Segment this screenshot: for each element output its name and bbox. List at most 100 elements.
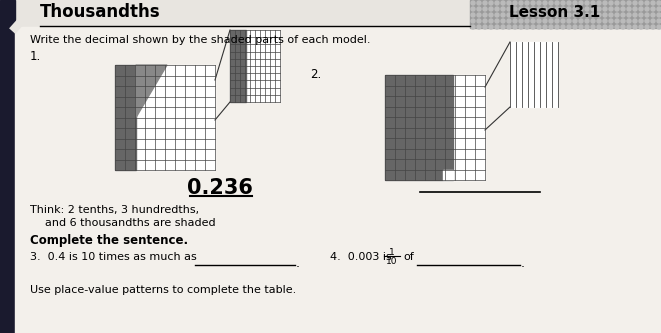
Circle shape bbox=[603, 7, 607, 11]
Circle shape bbox=[489, 7, 493, 11]
Circle shape bbox=[639, 7, 643, 11]
Circle shape bbox=[561, 13, 565, 17]
Bar bbox=[0, 0, 15, 333]
Circle shape bbox=[627, 13, 631, 17]
Circle shape bbox=[561, 1, 565, 5]
Circle shape bbox=[573, 1, 577, 5]
Circle shape bbox=[651, 25, 655, 29]
Bar bbox=[385, 75, 485, 180]
Circle shape bbox=[543, 1, 547, 5]
Text: Thousandths: Thousandths bbox=[40, 3, 161, 21]
Circle shape bbox=[477, 7, 481, 11]
Circle shape bbox=[495, 19, 499, 23]
Circle shape bbox=[591, 13, 595, 17]
Circle shape bbox=[507, 7, 511, 11]
Bar bbox=[115, 65, 136, 170]
Text: 2.: 2. bbox=[310, 68, 321, 81]
Bar bbox=[385, 75, 485, 180]
Circle shape bbox=[495, 25, 499, 29]
Circle shape bbox=[507, 1, 511, 5]
Text: .: . bbox=[296, 257, 300, 270]
Circle shape bbox=[501, 1, 505, 5]
Text: 1: 1 bbox=[389, 248, 395, 257]
Circle shape bbox=[579, 13, 583, 17]
Circle shape bbox=[549, 13, 553, 17]
Bar bbox=[443, 169, 453, 180]
Circle shape bbox=[501, 7, 505, 11]
Circle shape bbox=[591, 25, 595, 29]
Circle shape bbox=[609, 13, 613, 17]
Bar bbox=[230, 30, 246, 102]
Circle shape bbox=[525, 19, 529, 23]
Circle shape bbox=[621, 1, 625, 5]
Circle shape bbox=[501, 25, 505, 29]
Circle shape bbox=[471, 1, 475, 5]
Bar bbox=[115, 65, 215, 170]
Circle shape bbox=[549, 25, 553, 29]
Text: Use place-value patterns to complete the table.: Use place-value patterns to complete the… bbox=[30, 285, 296, 295]
Circle shape bbox=[657, 19, 661, 23]
Circle shape bbox=[633, 7, 637, 11]
Circle shape bbox=[615, 13, 619, 17]
Circle shape bbox=[603, 1, 607, 5]
Circle shape bbox=[591, 19, 595, 23]
Circle shape bbox=[495, 1, 499, 5]
Circle shape bbox=[573, 7, 577, 11]
Circle shape bbox=[525, 7, 529, 11]
Circle shape bbox=[519, 25, 523, 29]
Text: Write the decimal shown by the shaded parts of each model.: Write the decimal shown by the shaded pa… bbox=[30, 35, 371, 45]
Circle shape bbox=[531, 13, 535, 17]
Bar bbox=[510, 42, 558, 107]
Circle shape bbox=[531, 7, 535, 11]
Circle shape bbox=[471, 19, 475, 23]
Circle shape bbox=[615, 19, 619, 23]
Circle shape bbox=[513, 1, 517, 5]
Circle shape bbox=[639, 13, 643, 17]
Circle shape bbox=[627, 25, 631, 29]
Text: Lesson 3.1: Lesson 3.1 bbox=[510, 5, 601, 20]
Text: .: . bbox=[521, 257, 525, 270]
Circle shape bbox=[657, 7, 661, 11]
Circle shape bbox=[537, 13, 541, 17]
Circle shape bbox=[621, 13, 625, 17]
Bar bbox=[230, 30, 280, 102]
Circle shape bbox=[651, 19, 655, 23]
Circle shape bbox=[585, 25, 589, 29]
Text: Complete the sentence.: Complete the sentence. bbox=[30, 234, 188, 247]
Circle shape bbox=[579, 1, 583, 5]
Circle shape bbox=[549, 7, 553, 11]
Circle shape bbox=[573, 25, 577, 29]
Circle shape bbox=[633, 1, 637, 5]
Circle shape bbox=[651, 1, 655, 5]
Circle shape bbox=[501, 13, 505, 17]
Circle shape bbox=[501, 19, 505, 23]
Circle shape bbox=[633, 13, 637, 17]
Circle shape bbox=[543, 13, 547, 17]
Circle shape bbox=[519, 7, 523, 11]
Circle shape bbox=[585, 19, 589, 23]
Circle shape bbox=[507, 25, 511, 29]
Circle shape bbox=[657, 25, 661, 29]
Circle shape bbox=[633, 25, 637, 29]
Circle shape bbox=[657, 1, 661, 5]
Circle shape bbox=[645, 7, 649, 11]
Circle shape bbox=[507, 13, 511, 17]
Circle shape bbox=[555, 7, 559, 11]
Circle shape bbox=[567, 1, 571, 5]
Circle shape bbox=[579, 7, 583, 11]
Circle shape bbox=[603, 25, 607, 29]
Circle shape bbox=[519, 19, 523, 23]
Text: 4.  0.003 is: 4. 0.003 is bbox=[330, 252, 392, 262]
Circle shape bbox=[483, 19, 487, 23]
Circle shape bbox=[597, 7, 601, 11]
Circle shape bbox=[531, 1, 535, 5]
Circle shape bbox=[543, 7, 547, 11]
Circle shape bbox=[633, 19, 637, 23]
Circle shape bbox=[525, 25, 529, 29]
Circle shape bbox=[483, 7, 487, 11]
Circle shape bbox=[549, 19, 553, 23]
Circle shape bbox=[573, 19, 577, 23]
Circle shape bbox=[567, 25, 571, 29]
Circle shape bbox=[609, 7, 613, 11]
Circle shape bbox=[597, 13, 601, 17]
